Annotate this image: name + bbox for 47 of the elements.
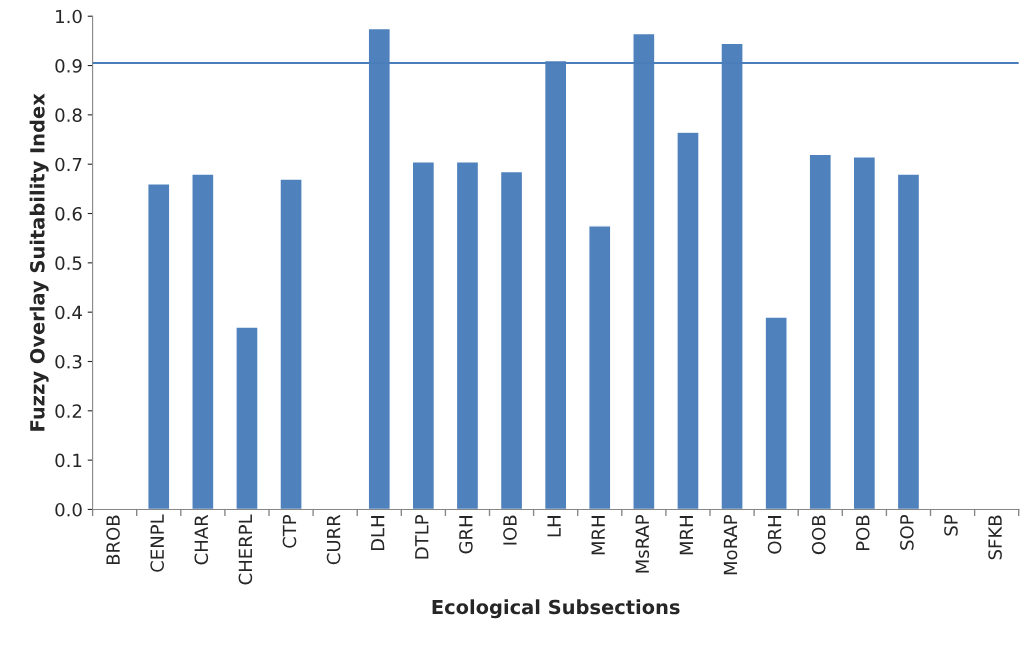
- bar: [279, 178, 303, 510]
- y-tick-label: 0.9: [55, 59, 82, 73]
- bar: [499, 170, 524, 510]
- y-tick-label: 0.5: [55, 256, 82, 270]
- bar: [852, 156, 877, 510]
- x-tick-label: MRH: [679, 516, 693, 555]
- x-tick-label: IOB: [503, 515, 517, 545]
- y-tick-label: 1.0: [56, 9, 82, 24]
- bar: [588, 225, 612, 510]
- x-tick-label: SP: [944, 514, 958, 536]
- x-tick-label: CURR: [326, 514, 341, 565]
- x-tick-label: MoRAP: [723, 514, 738, 575]
- x-tick-label: GRH: [459, 516, 473, 554]
- bar: [147, 183, 171, 510]
- x-tick-label: MsRAP: [635, 514, 650, 573]
- y-tick-label: 0.4: [55, 305, 82, 320]
- y-axis-title: Fuzzy Overlay Suitability Index: [29, 93, 49, 431]
- x-tick-label: DLH: [371, 516, 385, 551]
- x-tick-label: CENPL: [150, 514, 164, 572]
- x-tick-label: BROB: [106, 515, 120, 565]
- x-tick-label: SOP: [900, 514, 914, 550]
- x-tick-label: CTP: [282, 514, 297, 548]
- x-tick-label: CHERPL: [238, 514, 253, 585]
- bar: [411, 161, 436, 510]
- y-tick-label: 0.1: [55, 453, 82, 468]
- bar: [808, 153, 832, 510]
- x-tick-label: POB: [855, 515, 870, 551]
- bar: [235, 326, 259, 510]
- bar: [191, 173, 215, 510]
- y-tick-label: 0.2: [55, 404, 82, 418]
- x-tick-label: DTLP: [415, 514, 429, 559]
- y-tick-label: 0.0: [55, 502, 82, 517]
- x-tick-label: SFKB: [988, 515, 1002, 560]
- bar: [764, 316, 788, 510]
- y-tick-label: 0.3: [55, 354, 82, 369]
- x-tick-label: ORH: [767, 516, 782, 554]
- bar: [455, 161, 480, 510]
- x-tick-label: CHAR: [194, 514, 209, 565]
- x-tick-label: OOB: [811, 515, 826, 555]
- y-tick-label: 0.6: [55, 206, 82, 221]
- y-tick-label: 0.7: [55, 157, 82, 172]
- bar: [676, 131, 700, 510]
- x-tick-label: LH: [547, 516, 561, 537]
- x-tick-label: MRH: [591, 516, 605, 555]
- y-tick-label: 0.8: [55, 108, 82, 122]
- x-axis-title: Ecological Subsections: [432, 599, 680, 619]
- bar: [896, 173, 921, 510]
